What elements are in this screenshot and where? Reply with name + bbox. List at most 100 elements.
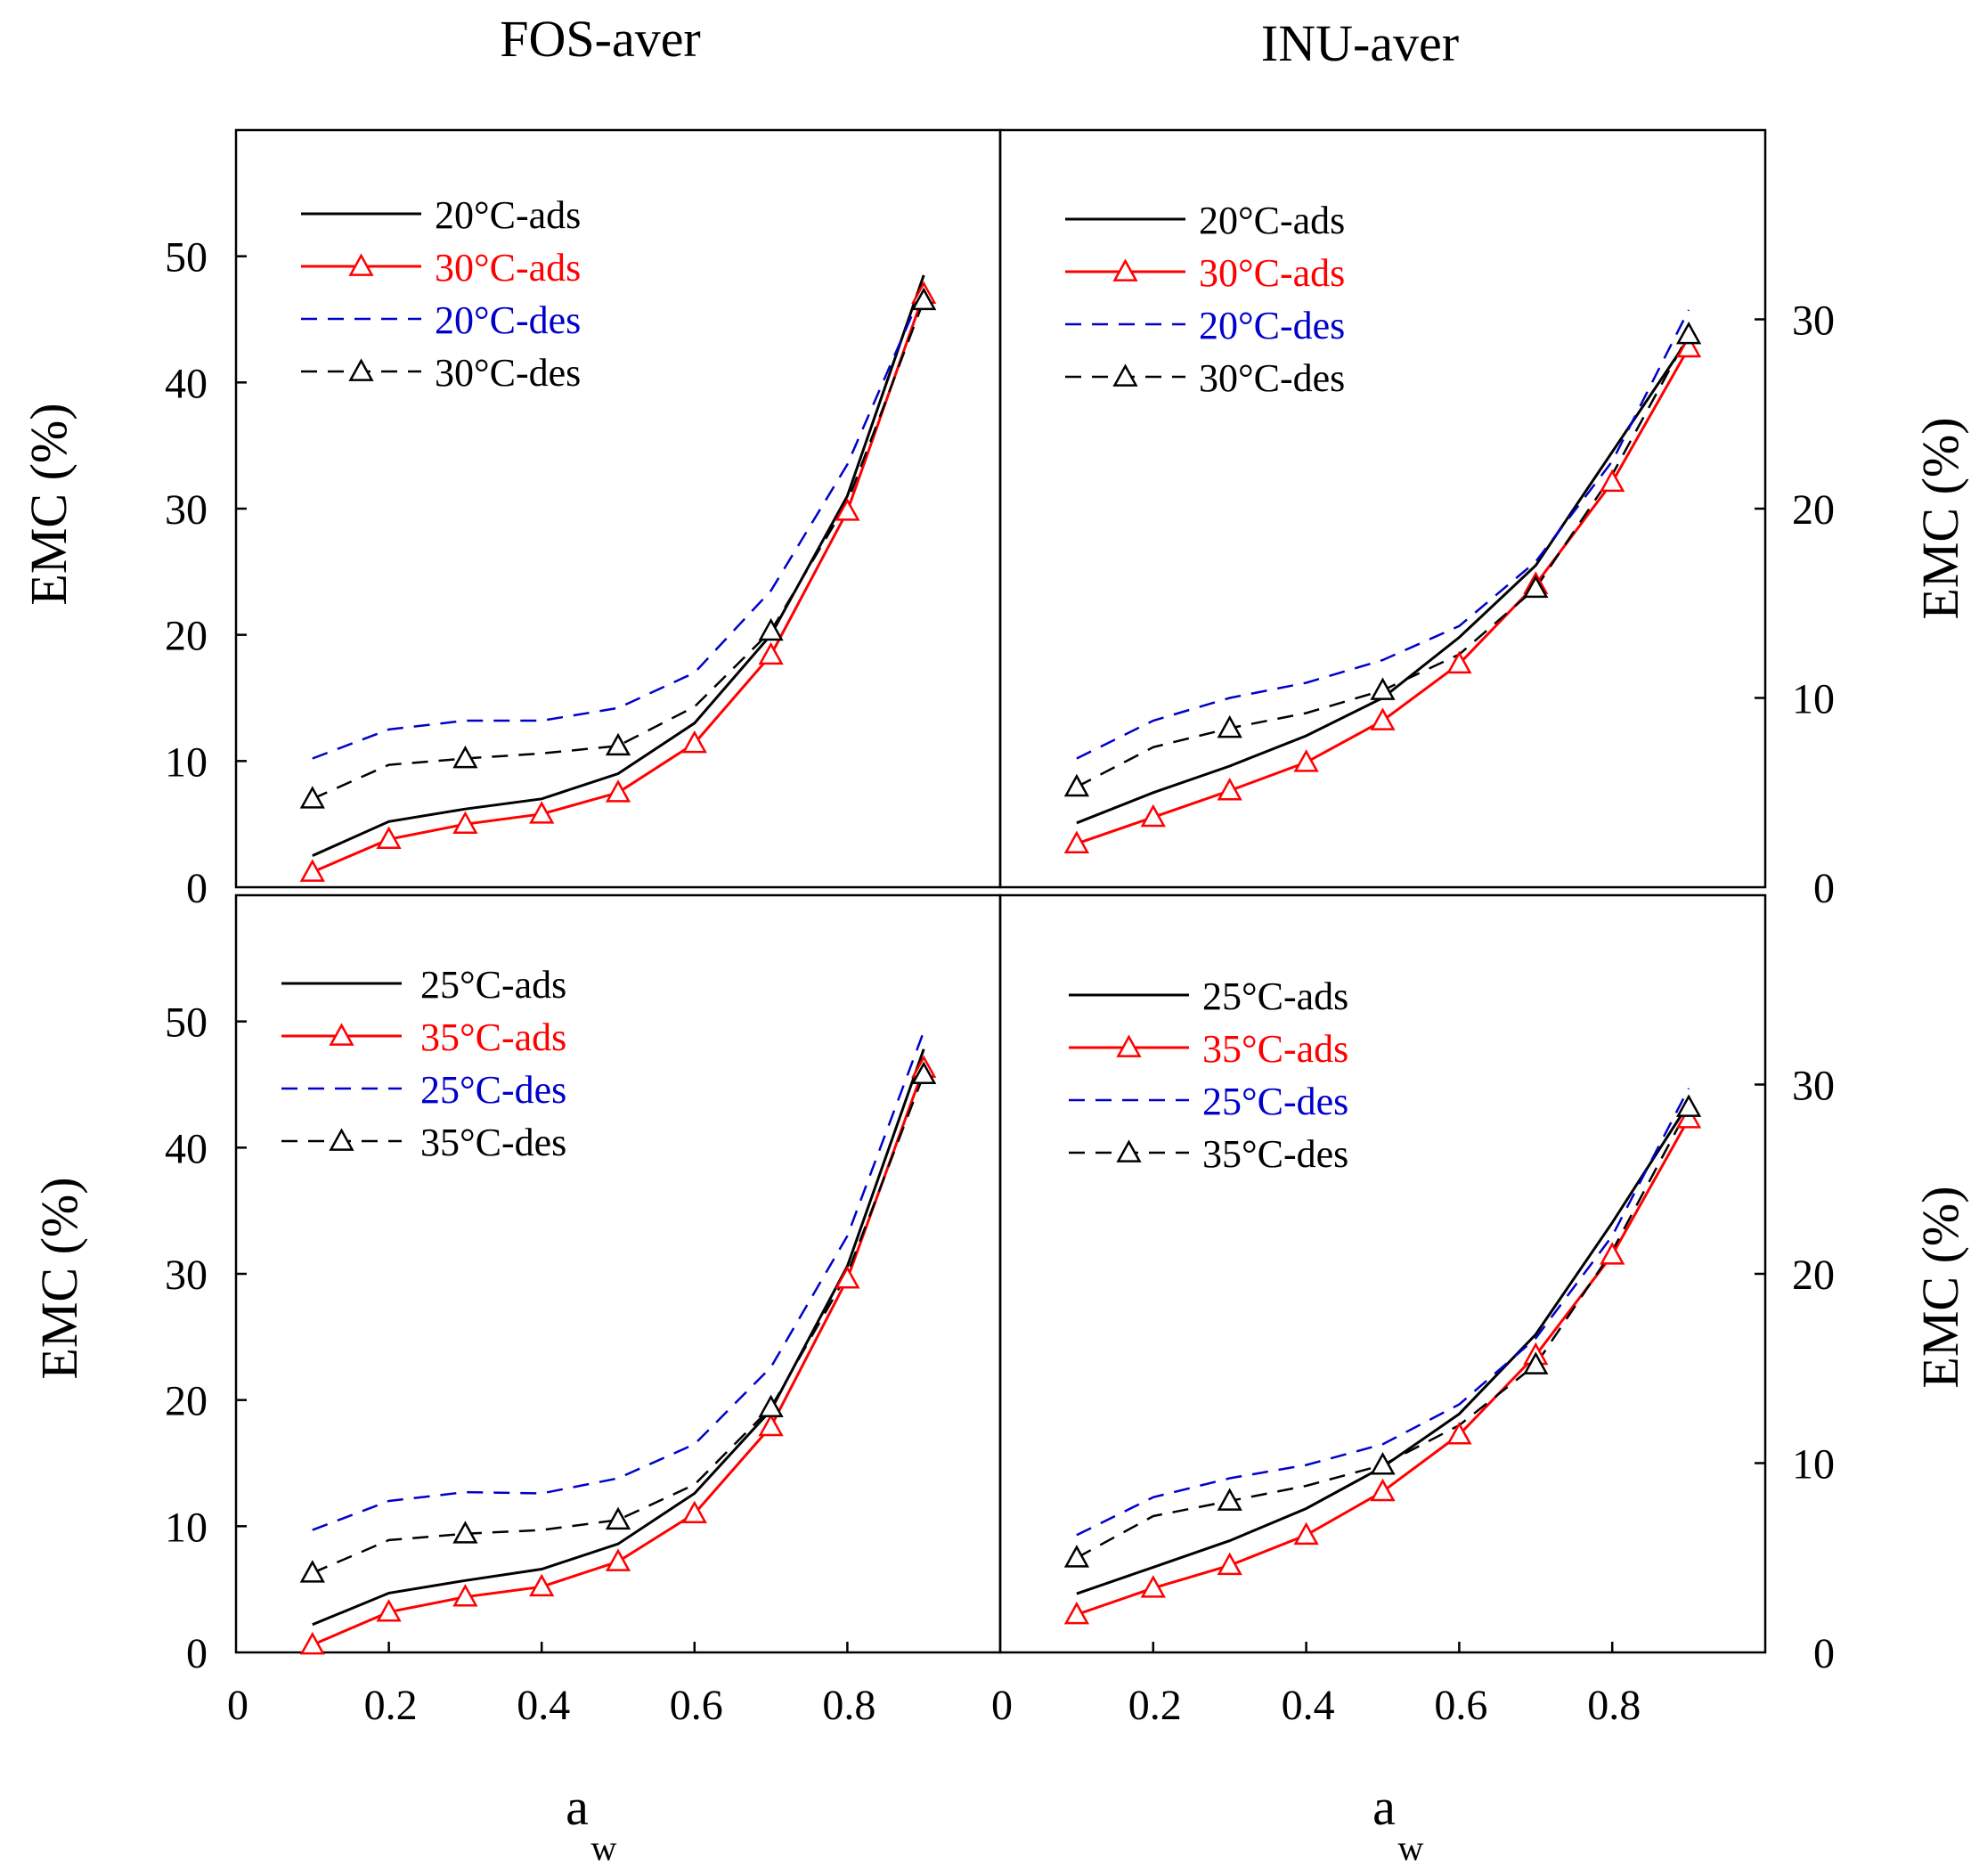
x-tick-label: 0.6	[1434, 1682, 1487, 1729]
y-tick-label: 0	[186, 865, 208, 912]
legend-label-30°C-des: 30°C-des	[435, 351, 581, 395]
data-point-marker	[911, 1061, 937, 1085]
data-point-marker	[1063, 1601, 1090, 1625]
data-point-marker	[1370, 677, 1396, 700]
data-point-marker	[1063, 1545, 1090, 1568]
data-point-marker	[1293, 1521, 1319, 1546]
legend-marker	[1112, 363, 1138, 387]
y-tick-label: 40	[165, 1125, 208, 1172]
series-line-25°C-ads	[312, 1048, 925, 1627]
series-line-20°C-ads	[1076, 337, 1690, 825]
legend-marker	[348, 358, 374, 381]
data-point-marker	[1370, 707, 1396, 730]
y-tick-label: 10	[1792, 676, 1835, 723]
legend-label-30°C-ads: 30°C-ads	[435, 246, 581, 290]
data-point-marker	[758, 1394, 784, 1418]
x-tick-label: 0.4	[517, 1682, 570, 1729]
y-tick-label: 20	[165, 613, 208, 660]
y-tick-label: 30	[1792, 1063, 1835, 1110]
x-axis-label-left-main: a	[566, 1778, 589, 1836]
series-line-25°C-des	[312, 1031, 925, 1531]
data-point-marker	[1140, 1575, 1166, 1598]
data-point-marker	[758, 641, 784, 665]
data-point-marker	[758, 1413, 784, 1437]
plot-frame	[998, 128, 1767, 889]
data-point-marker	[529, 801, 555, 824]
x-tick-label: 0.4	[1282, 1682, 1335, 1729]
data-point-marker	[376, 826, 402, 850]
data-point-marker	[1063, 830, 1090, 853]
y-tick-label: 30	[165, 486, 208, 534]
series-line-20°C-ads	[312, 274, 925, 857]
legend-label-25°C-des: 25°C-des	[420, 1068, 566, 1112]
legend-label-35°C-des: 35°C-des	[420, 1121, 566, 1164]
legend-label-35°C-des: 35°C-des	[1202, 1132, 1348, 1176]
legend-label-20°C-ads: 20°C-ads	[1199, 199, 1345, 242]
data-point-marker	[299, 1631, 325, 1655]
y-tick-label: 30	[1792, 298, 1835, 345]
data-point-marker	[1523, 1351, 1549, 1374]
data-point-marker	[911, 287, 937, 311]
panel-top-right: 0 10 20 30 20°C-ads 30°C-ads 20°C-des 30°C-des	[998, 128, 1835, 912]
data-point-marker	[1675, 334, 1702, 358]
data-point-marker	[452, 1584, 478, 1607]
data-point-marker	[681, 1500, 707, 1524]
series-line-20°C-des	[312, 287, 925, 760]
series-line-30°C-des	[312, 299, 925, 800]
data-point-marker	[1446, 650, 1472, 674]
legend-marker	[1112, 258, 1138, 281]
y-tick-label: 40	[165, 360, 208, 407]
legend-marker	[1116, 1139, 1142, 1162]
data-point-marker	[1675, 321, 1702, 345]
legend-marker	[329, 1023, 354, 1046]
panel-bottom-right: 0 10 20 30 0 0.2 0.4 0.6 0.8 25°C-ads 35°C-ads 25°C…	[991, 893, 1835, 1729]
x-axis-label-left: a	[566, 1778, 589, 1836]
data-point-marker	[452, 1521, 478, 1544]
y-tick-label: 20	[1792, 1252, 1835, 1299]
data-point-marker	[299, 859, 325, 882]
y-tick-label: 0	[1813, 1630, 1835, 1677]
data-point-marker	[1217, 1488, 1242, 1511]
plot-frame	[234, 893, 1002, 1654]
series-line-35°C-des	[312, 1073, 925, 1574]
data-point-marker	[1217, 1552, 1242, 1576]
series-line-35°C-ads	[1076, 1118, 1690, 1616]
y-axis-label-top-left: EMC (%)	[20, 403, 77, 605]
x-tick-label: 0.8	[822, 1682, 875, 1729]
data-point-marker	[1370, 1452, 1396, 1475]
data-point-marker	[376, 1599, 402, 1622]
legend-label-30°C-des: 30°C-des	[1199, 356, 1345, 400]
data-point-marker	[529, 1573, 555, 1597]
y-tick-label: 10	[1792, 1441, 1835, 1489]
data-point-marker	[835, 498, 860, 521]
y-tick-label: 30	[165, 1252, 208, 1299]
series-line-25°C-ads	[1076, 1102, 1690, 1595]
x-tick-label: 0.2	[1128, 1682, 1182, 1729]
data-point-marker	[835, 1266, 860, 1289]
data-point-marker	[1600, 1242, 1625, 1265]
y-tick-label: 20	[165, 1378, 208, 1425]
data-point-marker	[1217, 778, 1242, 801]
y-tick-label: 0	[1813, 865, 1835, 912]
x-tick-label: 0.2	[364, 1682, 418, 1729]
data-point-marker	[1370, 1478, 1396, 1502]
data-point-marker	[1140, 803, 1166, 828]
title-right: INU-aver	[1261, 14, 1459, 72]
data-point-marker	[452, 745, 478, 769]
data-point-marker	[1293, 749, 1319, 772]
data-point-marker	[1217, 714, 1242, 738]
y-tick-label: 10	[165, 1504, 208, 1551]
x-axis-label-left-sub: w	[591, 1828, 617, 1868]
data-point-marker	[1523, 575, 1549, 599]
legend-marker	[1116, 1034, 1142, 1057]
title-left: FOS-aver	[500, 10, 701, 68]
data-point-marker	[452, 811, 478, 835]
panel-bottom-left: 0 10 20 30 40 50 0 0.2 0.4 0.6 0.8 25°C-ads 35°C-ads…	[165, 893, 1002, 1729]
y-axis-label-bottom-left: EMC (%)	[30, 1177, 88, 1379]
y-tick-label: 50	[165, 999, 208, 1047]
series-line-30°C-ads	[1076, 347, 1690, 845]
y-axis-label-top-right: EMC (%)	[1911, 417, 1969, 619]
x-tick-label: 0	[227, 1682, 248, 1729]
data-point-marker	[299, 786, 325, 809]
